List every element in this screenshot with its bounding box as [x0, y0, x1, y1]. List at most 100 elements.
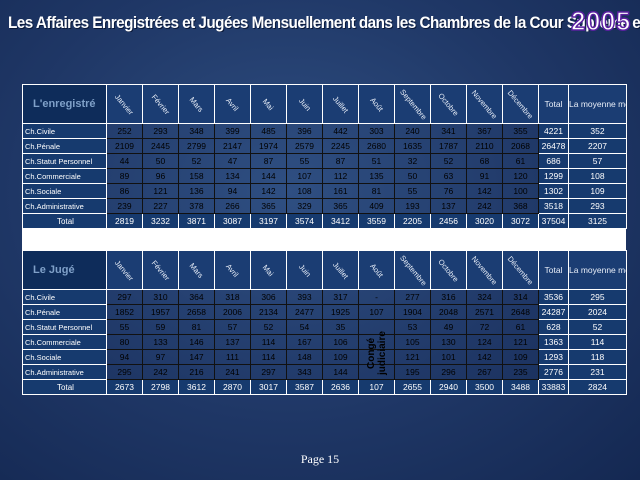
table-cell: 3232: [142, 213, 179, 229]
table-cell: 57: [214, 319, 251, 335]
table-cell: 293: [142, 123, 179, 139]
row-total: 24287: [538, 304, 569, 320]
average-header: La moyenne mensuelle: [568, 250, 627, 290]
table-cell: 87: [250, 153, 287, 169]
table-cell: 2147: [214, 138, 251, 154]
table-cell: 1925: [322, 304, 359, 320]
table-cell: 317: [322, 289, 359, 305]
month-header: Octobre: [430, 250, 467, 290]
table-cell: 409: [358, 198, 395, 214]
table-cell: 2477: [286, 304, 323, 320]
table-cell: 44: [106, 153, 143, 169]
table-cell: 240: [394, 123, 431, 139]
month-header: Avril: [214, 84, 251, 124]
month-header: Décembre: [502, 84, 539, 124]
table-cell: 365: [250, 198, 287, 214]
table-cell: 2006: [214, 304, 251, 320]
month-header: Mars: [178, 84, 215, 124]
month-header-label: Avril: [224, 262, 241, 279]
table-cell: 3017: [250, 379, 287, 395]
conge-judiciaire-label: Congé judiciaire: [366, 331, 388, 375]
table-row: Ch.Sociale 94 97 147 111 114 148 109 121 101 142 10…: [22, 349, 627, 365]
table-row: Ch.Commerciale 89 96 158 134 144 107 112 135 50 63…: [22, 168, 627, 184]
table-row: Ch.Civile 297 310 364 318 306 393 317-277 316 324…: [22, 289, 627, 305]
table-cell: 55: [394, 183, 431, 199]
table-cell: 35: [322, 319, 359, 335]
total-header: Total: [538, 84, 569, 124]
table-cell: 235: [502, 364, 539, 380]
table-cell: 2940: [430, 379, 467, 395]
table-cell: 485: [250, 123, 287, 139]
total-row: Total 2673 2798 3612 2870 3017 3587 2636 107 2655…: [22, 379, 627, 395]
table-cell: 3087: [214, 213, 251, 229]
row-total: 4221: [538, 123, 569, 139]
row-average: 2207: [568, 138, 627, 154]
table-cell: 2870: [214, 379, 251, 395]
table-cell: 52: [430, 153, 467, 169]
table-cell: 193: [394, 198, 431, 214]
table-cell: 3574: [286, 213, 323, 229]
table-cell: 341: [430, 123, 467, 139]
table-cell: 2819: [106, 213, 143, 229]
table-cell: 3488: [502, 379, 539, 395]
table-cell: 81: [358, 183, 395, 199]
table-cell: 109: [322, 349, 359, 365]
table-cell: 3500: [466, 379, 503, 395]
table-cell: 105: [394, 334, 431, 350]
table-cell: 76: [430, 183, 467, 199]
table-cell: 355: [502, 123, 539, 139]
row-average: 3125: [568, 213, 627, 229]
table-cell: 365: [322, 198, 359, 214]
row-total: 1293: [538, 349, 569, 365]
month-header-label: Janvier: [113, 92, 136, 117]
table-cell: 121: [502, 334, 539, 350]
row-total: 3518: [538, 198, 569, 214]
table-cell: 378: [178, 198, 215, 214]
table-cell: 106: [322, 334, 359, 350]
table-cell: 241: [214, 364, 251, 380]
table-cell: 107: [358, 379, 395, 395]
table-cell: 252: [106, 123, 143, 139]
row-label: Ch.Statut Personnel: [22, 153, 107, 169]
row-total: 1299: [538, 168, 569, 184]
table-cell: 2445: [142, 138, 179, 154]
month-header-label: Novembre: [469, 88, 500, 121]
table-cell: 158: [178, 168, 215, 184]
table-cell: 167: [286, 334, 323, 350]
table-cell: 32: [394, 153, 431, 169]
table-cell: 142: [466, 349, 503, 365]
month-header: Novembre: [466, 250, 503, 290]
table-cell: 329: [286, 198, 323, 214]
table-cell: 1904: [394, 304, 431, 320]
month-header-label: Janvier: [113, 258, 136, 283]
month-header: Avril: [214, 250, 251, 290]
month-header-label: Mars: [187, 95, 206, 114]
table-cell: 50: [394, 168, 431, 184]
table-cell: 2579: [286, 138, 323, 154]
month-header-label: Août: [368, 261, 385, 280]
table-cell: 142: [250, 183, 287, 199]
month-header-label: Février: [149, 92, 172, 117]
table-cell: 72: [466, 319, 503, 335]
table-cell: 277: [394, 289, 431, 305]
table-cell: 49: [430, 319, 467, 335]
row-label: Ch.Administrative: [22, 364, 107, 380]
month-header: Juin: [286, 84, 323, 124]
table-cell: 2110: [466, 138, 503, 154]
table-cell: 50: [142, 153, 179, 169]
table-cell: 148: [286, 349, 323, 365]
table-cell: -: [358, 289, 395, 305]
table-cell: 2799: [178, 138, 215, 154]
month-header-label: Mars: [187, 261, 206, 280]
table-cell: 393: [286, 289, 323, 305]
table-cell: 227: [142, 198, 179, 214]
table-cell: 137: [214, 334, 251, 350]
month-header-label: Septembre: [398, 253, 429, 288]
month-header-label: Mai: [261, 262, 276, 279]
month-header: Janvier: [106, 250, 143, 290]
row-average: 118: [568, 349, 627, 365]
row-total: 3536: [538, 289, 569, 305]
table-cell: 3412: [322, 213, 359, 229]
month-header-label: Octobre: [436, 91, 461, 118]
table-row: Ch.Pénale 2109 2445 2799 2147 1974 2579 2245 268…: [22, 138, 627, 154]
